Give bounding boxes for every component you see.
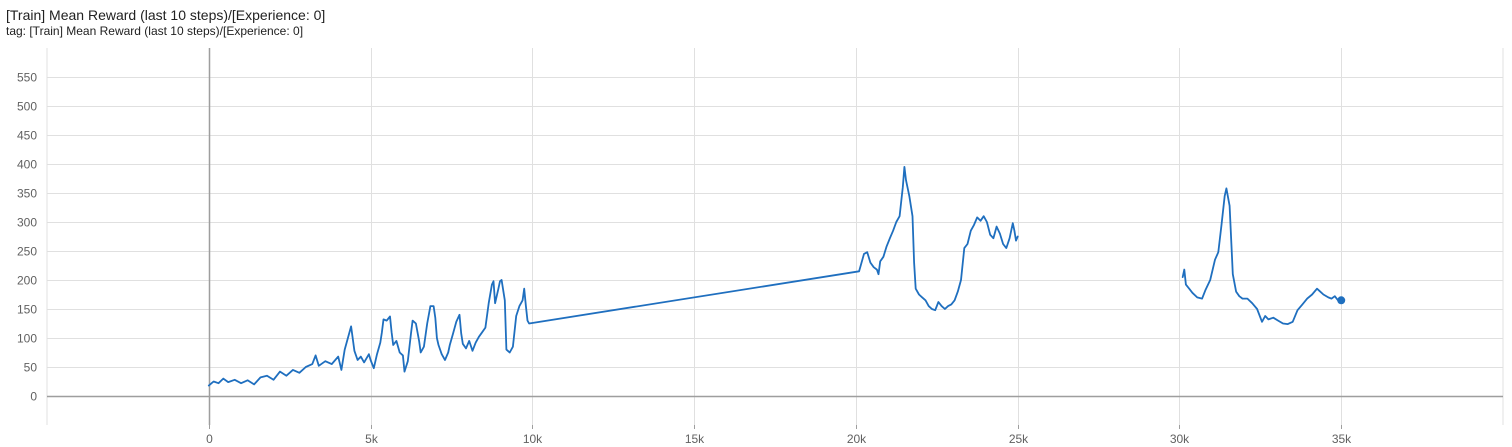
chart-tag: tag: [Train] Mean Reward (last 10 steps)… xyxy=(6,24,304,38)
x-tick-label: 20k xyxy=(847,432,867,446)
x-tick-label: 0 xyxy=(206,432,213,446)
x-tick-label: 25k xyxy=(1009,432,1029,446)
y-tick-label: 300 xyxy=(17,216,37,230)
y-tick-label: 450 xyxy=(17,129,37,143)
x-tick-label: 35k xyxy=(1332,432,1352,446)
x-tick-label: 10k xyxy=(523,432,543,446)
y-tick-label: 150 xyxy=(17,303,37,317)
y-tick-label: 50 xyxy=(24,361,38,375)
series-line-segment xyxy=(207,166,1019,387)
series-end-marker xyxy=(1337,296,1346,305)
x-tick-label: 5k xyxy=(365,432,379,446)
y-tick-label: 500 xyxy=(17,100,37,114)
chart-title: [Train] Mean Reward (last 10 steps)/[Exp… xyxy=(6,7,326,23)
series-line-segment xyxy=(1181,187,1343,325)
y-tick-label: 100 xyxy=(17,332,37,346)
y-tick-label: 0 xyxy=(30,390,37,404)
series-layer xyxy=(207,166,1346,387)
x-tick-label: 30k xyxy=(1170,432,1190,446)
y-tick-label: 250 xyxy=(17,245,37,259)
y-tick-label: 350 xyxy=(17,187,37,201)
tick-labels: 0 50 100 150 200 250 300 350 400 450 500 550 0 5k 10k 1… xyxy=(17,71,1352,447)
grid-lines xyxy=(46,48,1504,429)
x-tick-label: 15k xyxy=(685,432,705,446)
y-tick-label: 200 xyxy=(17,274,37,288)
y-tick-label: 550 xyxy=(17,71,37,85)
y-tick-label: 400 xyxy=(17,158,37,172)
zero-axes xyxy=(47,48,1503,425)
